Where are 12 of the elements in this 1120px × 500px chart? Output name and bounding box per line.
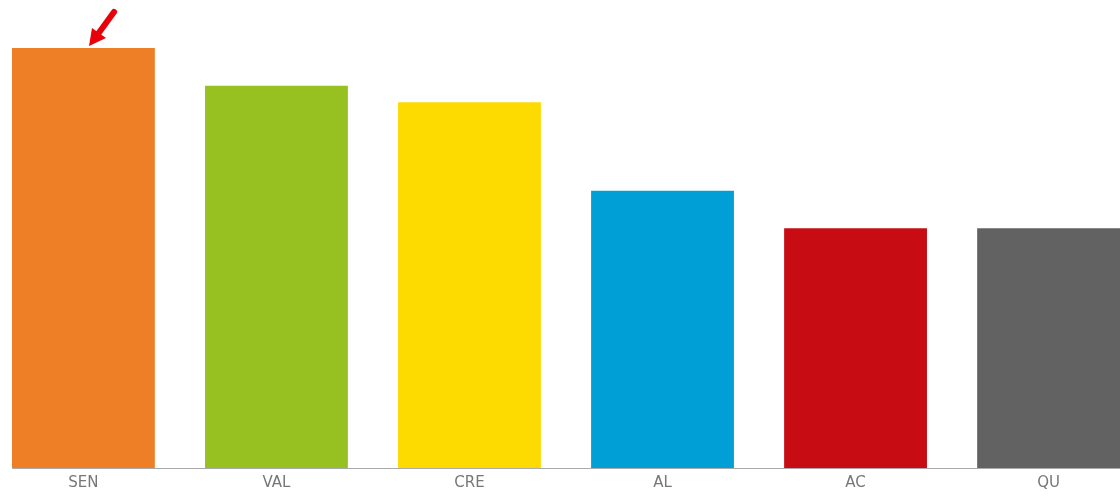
x-tick-label: VAL <box>262 472 292 491</box>
bar <box>591 190 734 468</box>
x-tick-label: QU <box>1037 472 1060 491</box>
bar <box>12 48 155 468</box>
bar <box>977 228 1120 468</box>
x-tick-label: CRE <box>454 472 485 491</box>
bar <box>205 85 348 468</box>
x-tick-label: AC <box>845 472 866 491</box>
bar <box>398 102 541 468</box>
x-tick-label: AL <box>653 472 673 491</box>
bar <box>784 228 927 468</box>
x-tick-label: SEN <box>68 472 99 491</box>
